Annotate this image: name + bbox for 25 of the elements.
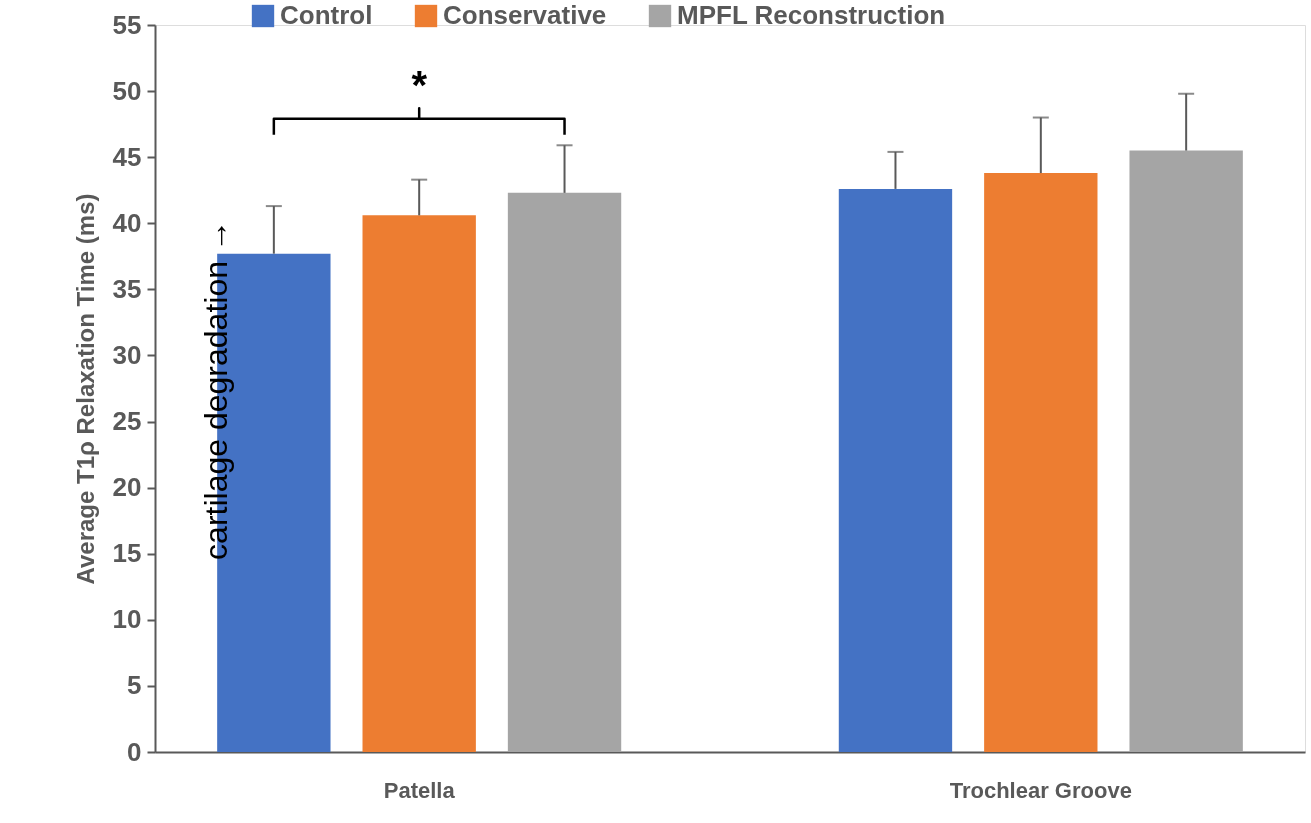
bar [362, 215, 476, 752]
annotation: cartilage degradation → [198, 220, 234, 560]
y-tick-label: 35 [112, 273, 142, 304]
bar [1129, 150, 1243, 752]
y-tick-label: 25 [112, 406, 142, 437]
bar [507, 192, 622, 752]
y-tick-label: 40 [112, 207, 142, 238]
legend-label: Conservative [443, 0, 607, 30]
legend-label: Control [280, 0, 373, 30]
y-tick-label: 20 [112, 472, 142, 503]
y-tick-label: 50 [112, 75, 142, 106]
y-tick-label: 30 [112, 339, 142, 370]
y-tick-label: 5 [127, 670, 142, 701]
bar [984, 173, 1098, 752]
y-tick-label: 55 [112, 9, 142, 40]
y-tick-label: 10 [112, 604, 142, 635]
annotation: * [411, 63, 428, 108]
x-tick-label: Patella [383, 777, 456, 803]
y-tick-label: 0 [127, 736, 142, 767]
y-axis-title: Average T1ρ Relaxation Time (ms) [71, 193, 99, 585]
y-tick-label: 15 [112, 538, 142, 569]
bar [838, 188, 953, 752]
x-tick-label: Trochlear Groove [949, 777, 1132, 803]
y-tick-label: 45 [112, 141, 142, 172]
legend-label: MPFL Reconstruction [677, 0, 946, 30]
